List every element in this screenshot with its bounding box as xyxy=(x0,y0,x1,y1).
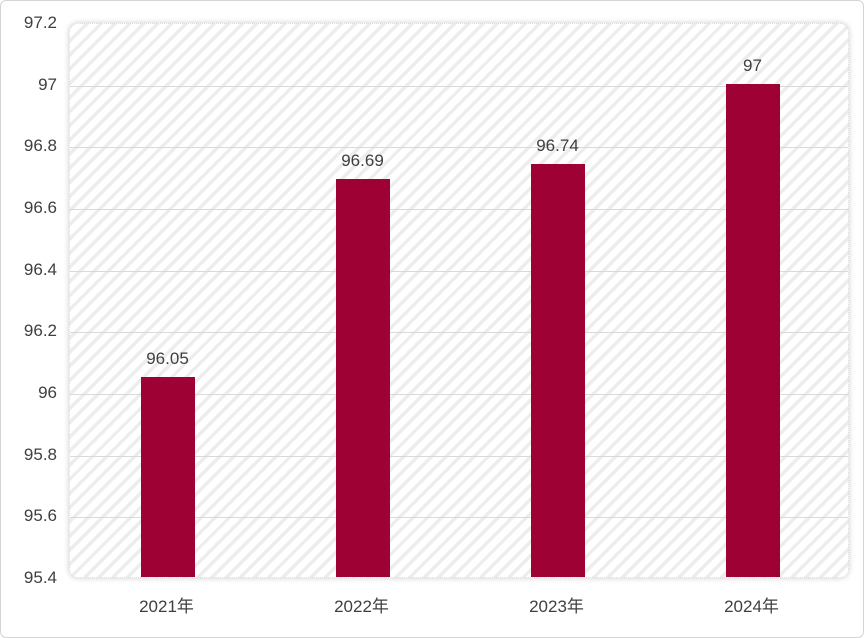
y-axis-label: 96.6 xyxy=(23,198,57,217)
y-axis-label: 96.2 xyxy=(23,321,57,341)
gridline xyxy=(70,85,848,87)
gridline xyxy=(70,394,848,395)
bar-2023年 xyxy=(530,163,585,577)
bar-value-label: 97 xyxy=(743,55,762,75)
plot-area: 96.05 96.69 96.74 97 xyxy=(69,23,849,578)
bar-2024年 xyxy=(725,83,780,577)
x-axis-label: 2021年 xyxy=(139,597,194,616)
y-axis-label: 96.4 xyxy=(23,259,57,279)
y-axis-label: 95.8 xyxy=(23,444,57,464)
bar-2021年 xyxy=(140,376,195,577)
x-axis-label: 2022年 xyxy=(334,597,389,616)
y-axis-label: 97 xyxy=(38,74,57,94)
gridline xyxy=(70,270,848,272)
y-axis-label: 95.4 xyxy=(23,568,57,587)
gridline xyxy=(70,209,848,210)
y-axis-label: 97.2 xyxy=(23,13,57,32)
y-axis-label: 95.6 xyxy=(23,506,57,526)
gridline xyxy=(70,147,848,149)
x-axis-label: 2024年 xyxy=(724,597,779,616)
gridline xyxy=(70,332,848,334)
gridline xyxy=(70,455,848,457)
bar-value-label: 96.69 xyxy=(341,151,384,171)
bar-value-label: 96.05 xyxy=(146,348,189,368)
y-axis-label: 96.8 xyxy=(23,136,57,156)
bar-value-label: 96.74 xyxy=(536,135,579,155)
x-axis-label: 2023年 xyxy=(529,597,584,616)
bar-2022年 xyxy=(335,179,390,577)
gridline xyxy=(70,517,848,519)
y-axis-label: 96 xyxy=(38,383,57,402)
